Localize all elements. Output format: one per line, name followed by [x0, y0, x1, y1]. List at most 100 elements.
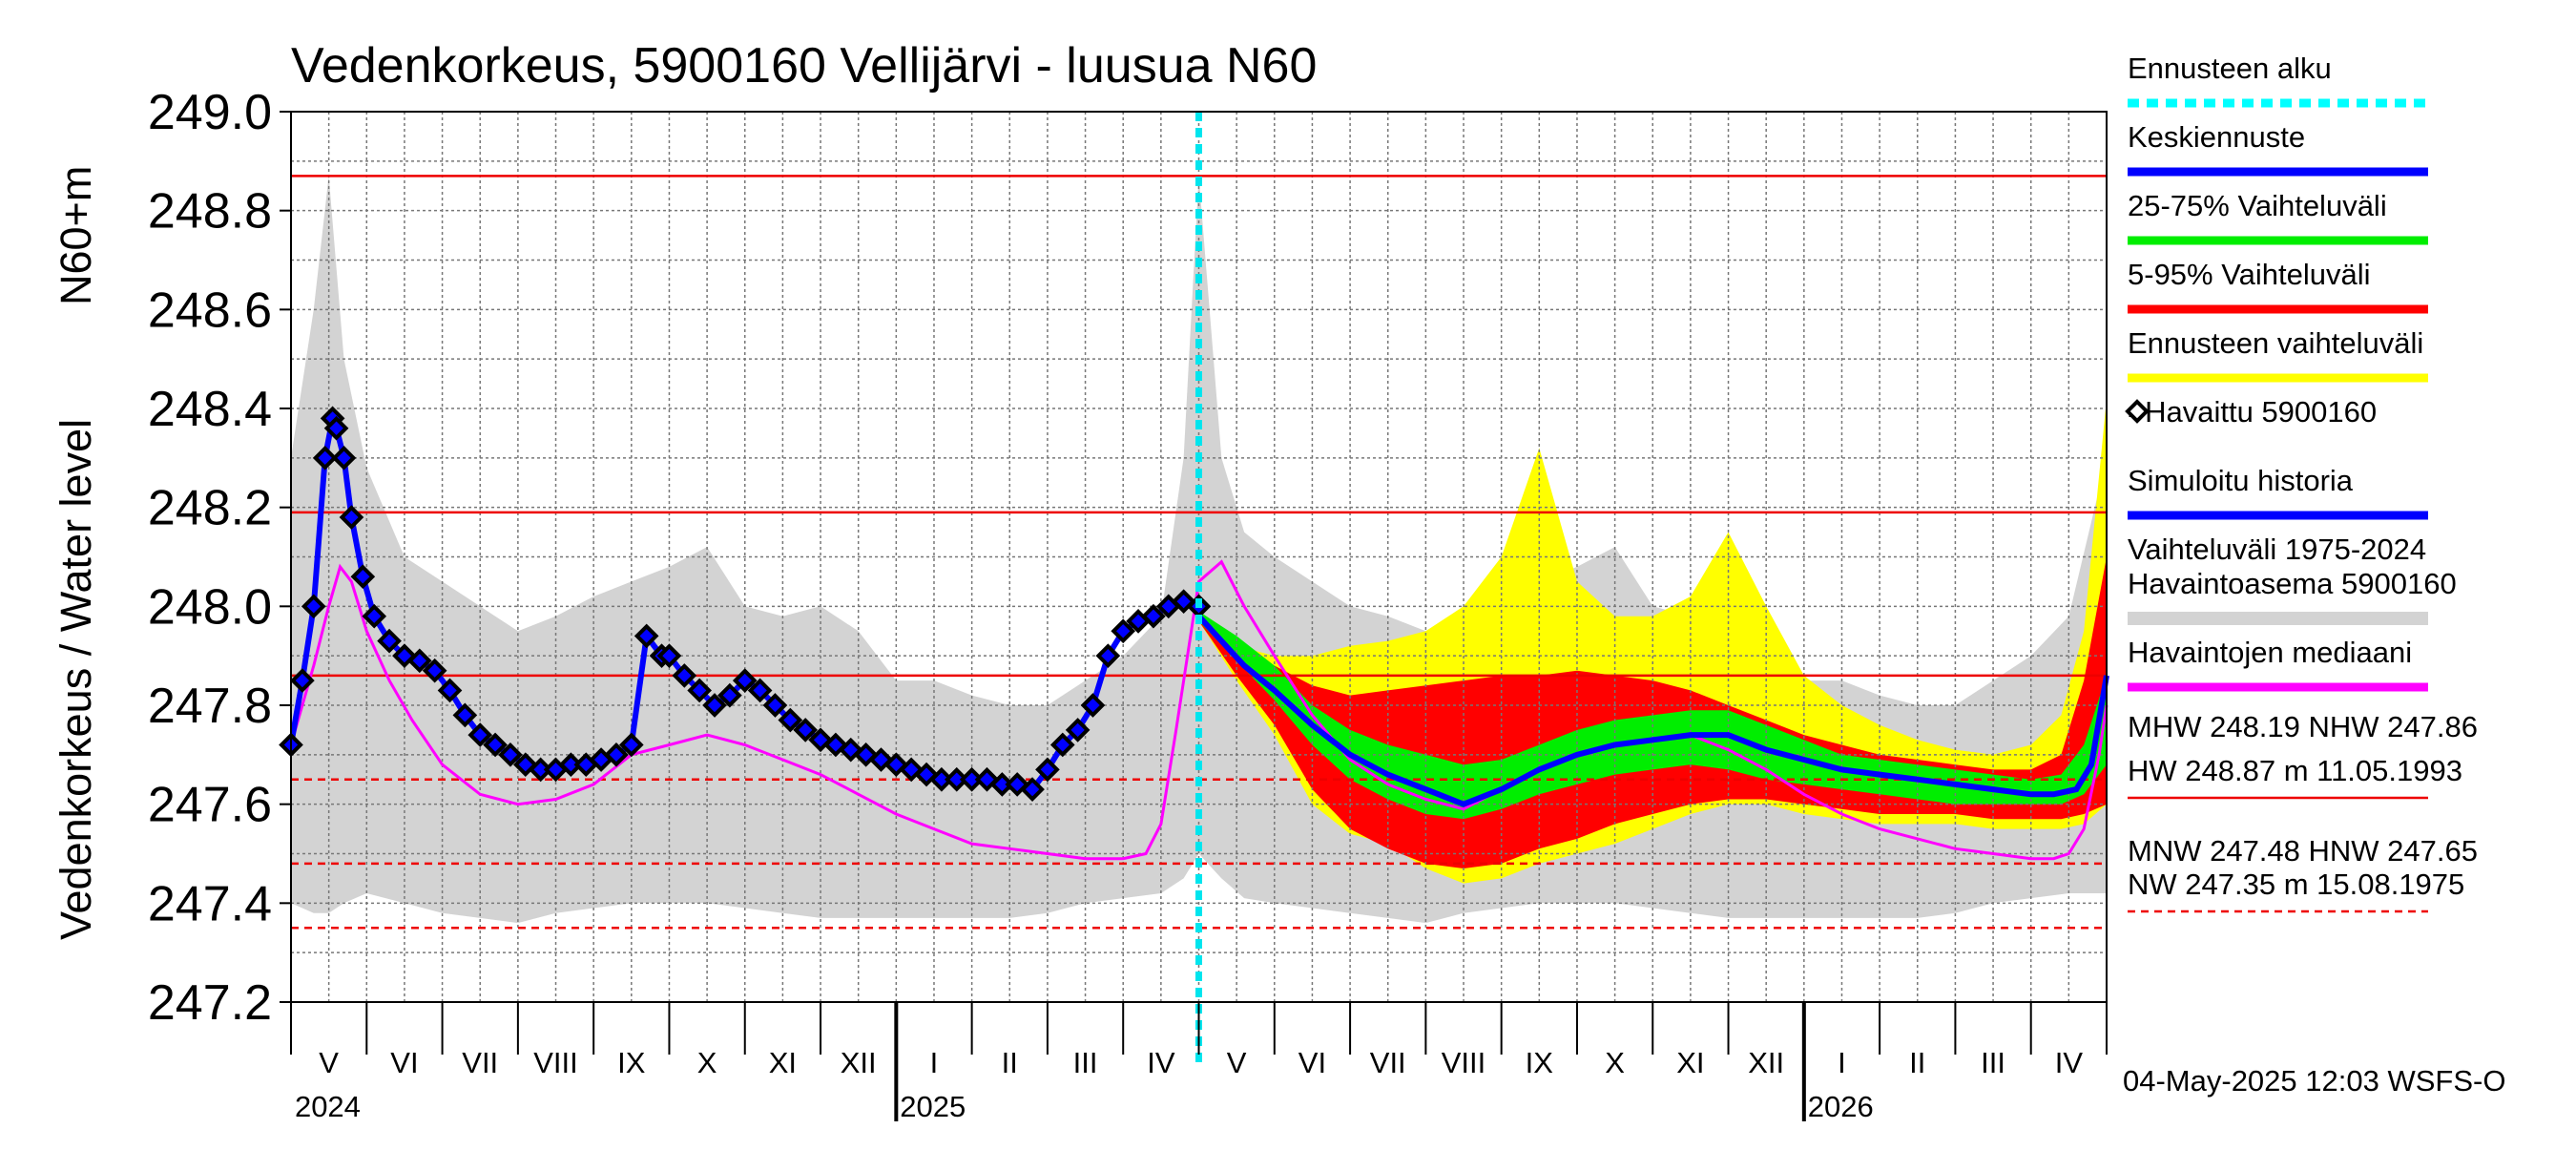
- observed-point: [853, 742, 879, 767]
- stat-text: MNW 247.48 HNW 247.65: [2128, 834, 2478, 868]
- stat-text: HW 248.87 m 11.05.1993: [2128, 754, 2462, 787]
- y-axis-label: Vedenkorkeus / Water level: [52, 419, 100, 940]
- observed-point: [1111, 618, 1136, 644]
- y-tick-label: 248.0: [148, 579, 272, 635]
- month-label: I: [1838, 1046, 1846, 1079]
- legend-label-keskiennuste: Keskiennuste: [2128, 120, 2305, 154]
- month-label: II: [1002, 1046, 1018, 1079]
- observed-point: [331, 446, 357, 470]
- observed-point: [868, 747, 894, 772]
- legend-label-havaittu-5900160: =Havaittu 5900160: [2128, 395, 2377, 429]
- legend-label-vaihteluv-li-1975-2024-havaintoasema-5900160: Havaintoasema 5900160: [2128, 567, 2457, 600]
- month-label: XI: [769, 1046, 797, 1079]
- y-tick-label: 247.4: [148, 876, 272, 931]
- month-label: II: [1909, 1046, 1925, 1079]
- observed-point: [656, 643, 682, 668]
- series-line-havaintojen-mediaani: [289, 559, 2109, 861]
- observed-point: [702, 693, 727, 718]
- observed-point: [1141, 603, 1166, 629]
- month-label: VII: [1370, 1046, 1406, 1079]
- observed-point: [350, 564, 376, 590]
- observed-point: [604, 742, 629, 767]
- observed-point: [687, 678, 713, 703]
- observed-point: [914, 762, 939, 787]
- legend-label-vaihteluv-li-1975-2024-havaintoasema-5900160: Vaihteluväli 1975-2024: [2128, 533, 2426, 566]
- month-label: IX: [617, 1046, 646, 1079]
- observed-point: [717, 682, 742, 708]
- series-line-keskiennuste: [1196, 614, 2109, 807]
- stat-text: MHW 248.19 NHW 247.86: [2128, 710, 2478, 743]
- observed-point: [301, 594, 326, 619]
- y-tick-label: 248.4: [148, 382, 272, 437]
- month-label: IV: [1147, 1046, 1175, 1079]
- observed-point: [392, 643, 417, 668]
- month-label: VII: [462, 1046, 498, 1079]
- legend-label-ennusteen-vaihteluv-li: Ennusteen vaihteluväli: [2128, 326, 2423, 360]
- y-tick-label: 247.6: [148, 778, 272, 833]
- legend: Ennusteen alku Keskiennuste 25-75% Vaihtel…: [2125, 52, 2478, 913]
- observed-point: [498, 742, 523, 767]
- y-tick-label: 248.8: [148, 184, 272, 240]
- y-tick-label: 248.6: [148, 282, 272, 338]
- observed-point: [732, 668, 758, 693]
- month-label: XII: [1748, 1046, 1784, 1079]
- observed-point: [1049, 732, 1075, 758]
- legend-label-havaintojen-mediaani: Havaintojen mediaani: [2128, 636, 2412, 669]
- observed-point: [422, 658, 447, 683]
- observed-point: [618, 732, 644, 758]
- month-label: III: [1073, 1046, 1098, 1079]
- year-label: 2026: [1808, 1090, 1874, 1123]
- month-label: X: [1605, 1046, 1625, 1079]
- timestamp-footer: 04-May-2025 12:03 WSFS-O: [2123, 1064, 2505, 1098]
- legend-swatch-observed: [2125, 399, 2150, 424]
- y-tick-label: 249.0: [148, 85, 272, 140]
- observed-point: [483, 732, 508, 758]
- observed-point: [793, 718, 819, 742]
- month-label: IV: [2055, 1046, 2084, 1079]
- month-label: III: [1981, 1046, 2005, 1079]
- chart-title: Vedenkorkeus, 5900160 Vellijärvi - luusu…: [291, 38, 1317, 94]
- observed-point: [1065, 718, 1091, 742]
- month-label: XII: [841, 1046, 877, 1079]
- y-axis-unit-label: N60+m: [52, 166, 100, 305]
- observed-point: [406, 648, 432, 674]
- observed-point: [672, 663, 697, 688]
- observed-point: [452, 702, 478, 728]
- plot-area: [279, 111, 2109, 1069]
- y-tick-label: 247.2: [148, 975, 272, 1031]
- month-label: XI: [1676, 1046, 1704, 1079]
- observed-point: [467, 722, 493, 747]
- y-tick-label: 248.2: [148, 481, 272, 536]
- observed-point: [762, 693, 788, 718]
- month-label: VI: [390, 1046, 418, 1079]
- month-label: I: [930, 1046, 939, 1079]
- legend-label-5-95-vaihteluv-li: 5-95% Vaihteluväli: [2128, 258, 2370, 291]
- observed-point: [747, 678, 773, 703]
- observed-point: [362, 603, 387, 629]
- observed-point: [778, 707, 803, 733]
- legend-label-25-75-vaihteluv-li: 25-75% Vaihteluväli: [2128, 189, 2387, 222]
- observed-point: [437, 678, 463, 703]
- month-label: VI: [1298, 1046, 1326, 1079]
- observed-point: [1035, 757, 1060, 783]
- axes: 247.2 247.4 247.6 247.8 248.0 248.2 248.4 248.6…: [52, 85, 2108, 1123]
- year-label: 2024: [295, 1090, 361, 1123]
- observed-point: [323, 415, 349, 441]
- legend-label-ennusteen-alku: Ennusteen alku: [2128, 52, 2332, 85]
- stat-text: NW 247.35 m 15.08.1975: [2128, 868, 2464, 901]
- observed-point: [312, 446, 338, 470]
- observed-point: [339, 505, 364, 530]
- year-label: 2025: [900, 1090, 966, 1123]
- month-label: X: [697, 1046, 717, 1079]
- observed-point: [1080, 693, 1106, 718]
- observed-point: [290, 668, 315, 693]
- month-label: V: [319, 1046, 339, 1079]
- legend-label-simuloitu-historia: Simuloitu historia: [2128, 464, 2354, 497]
- observed-point: [1020, 777, 1045, 802]
- month-label: IX: [1526, 1046, 1554, 1079]
- month-label: V: [1227, 1046, 1247, 1079]
- observed-point: [1095, 643, 1121, 668]
- y-tick-label: 247.8: [148, 679, 272, 734]
